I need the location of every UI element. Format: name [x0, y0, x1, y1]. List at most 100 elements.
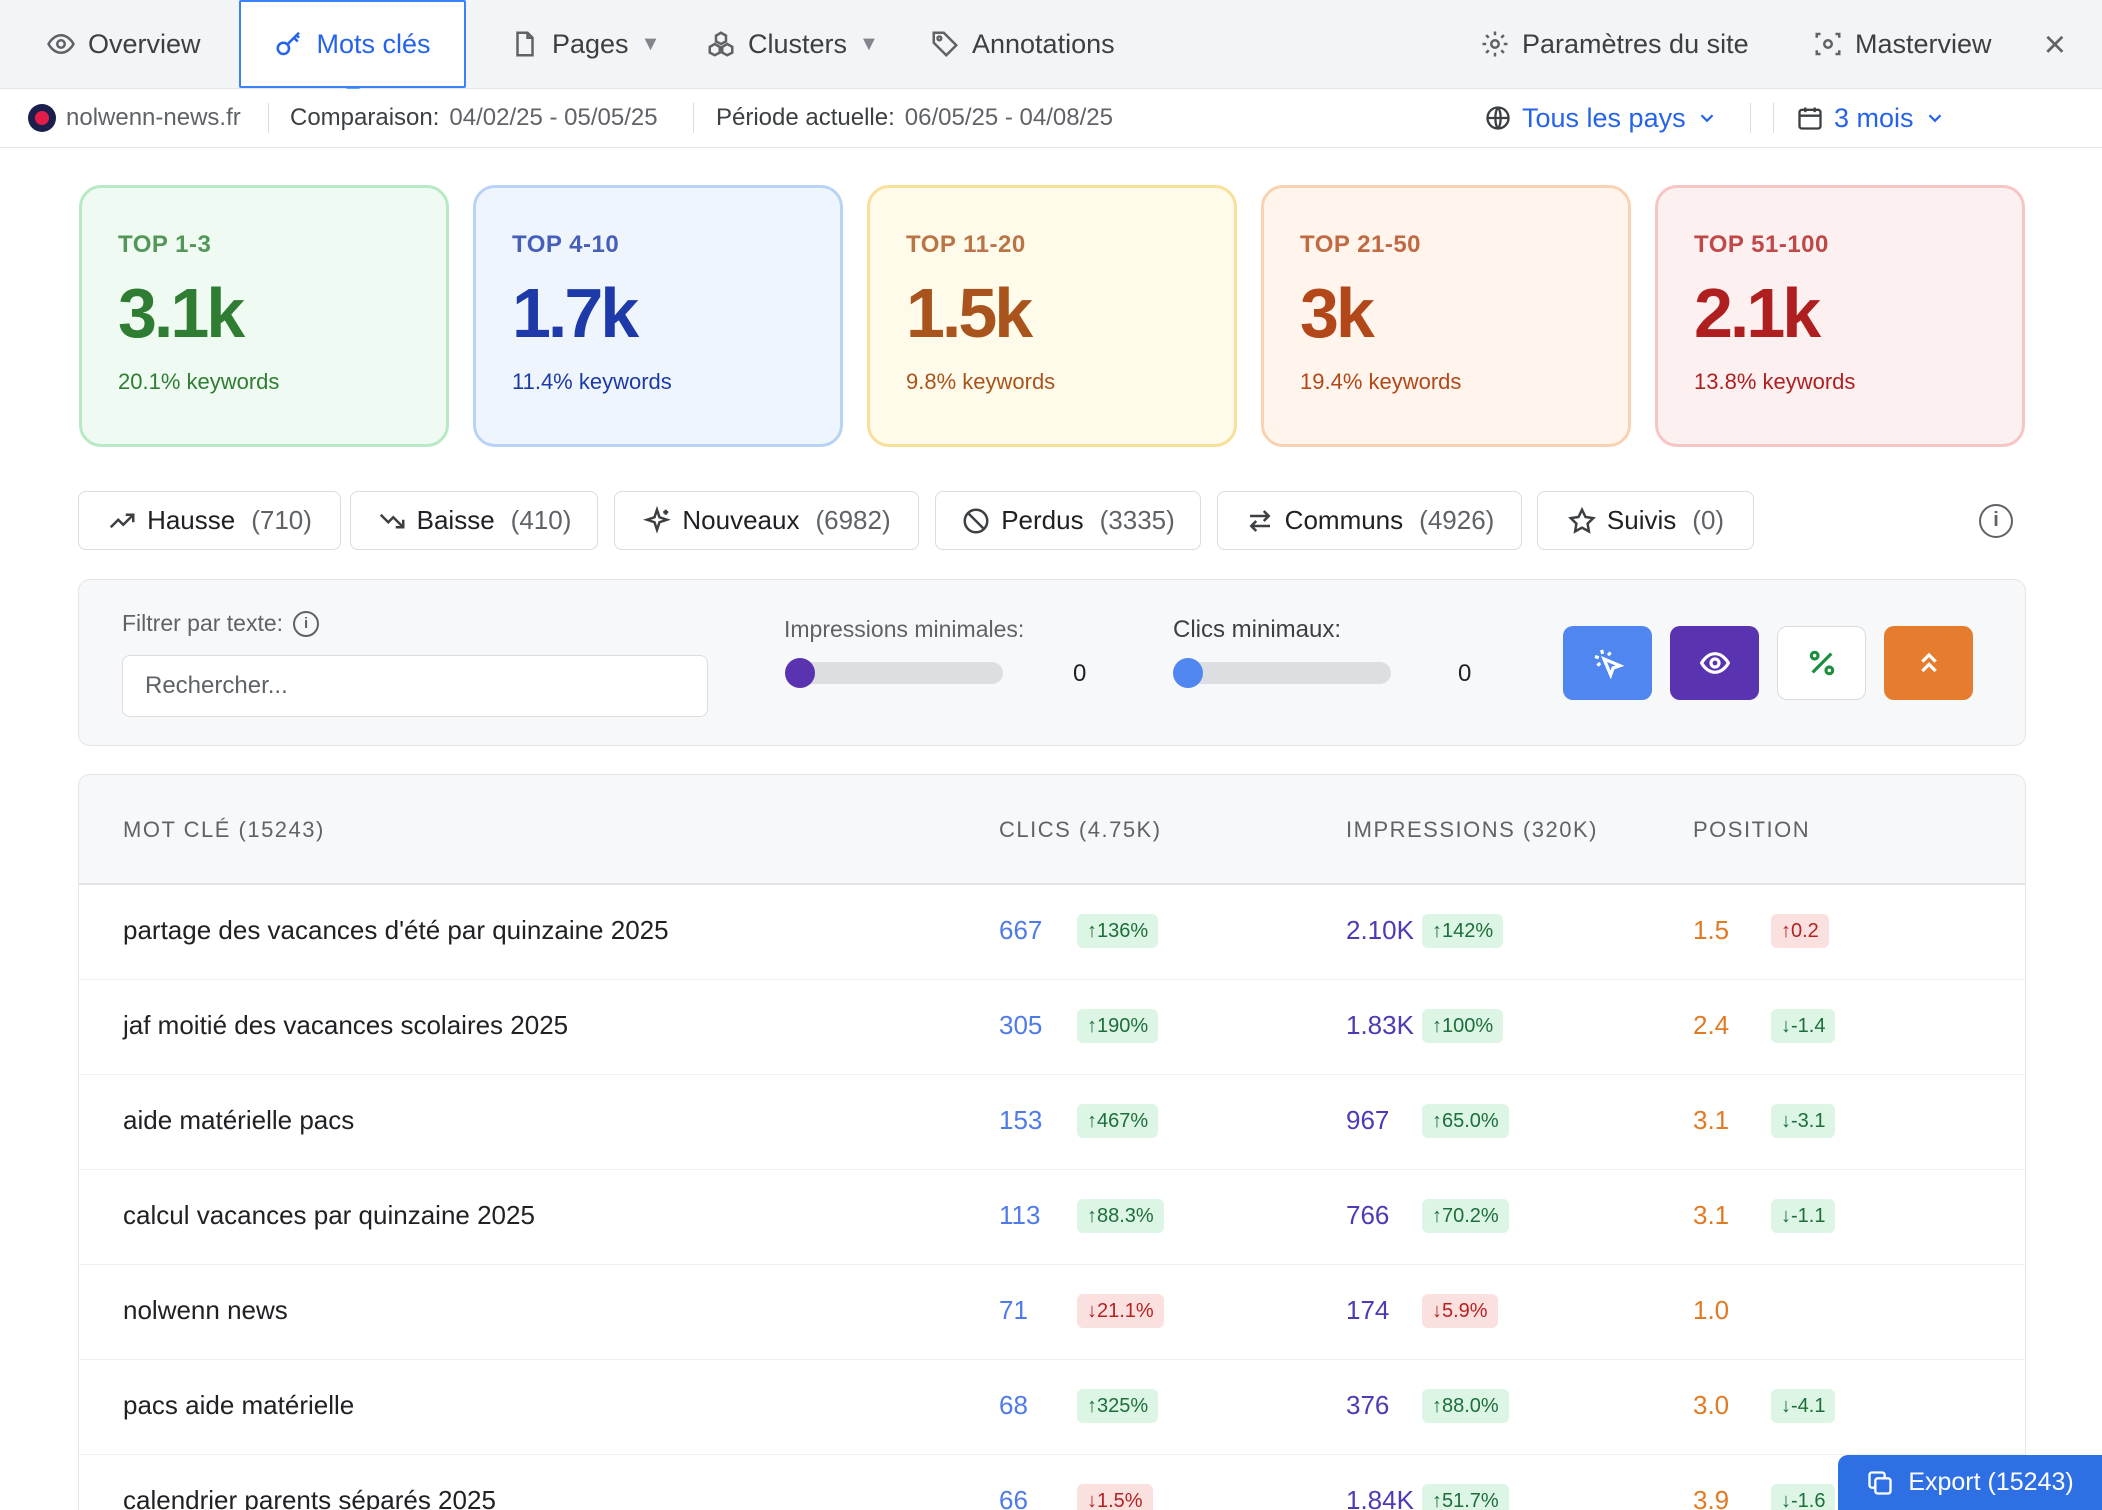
keyword-cell[interactable]: pacs aide matérielle: [123, 1390, 355, 1420]
site-selector[interactable]: nolwenn-news.fr: [28, 89, 241, 147]
table-row[interactable]: aide matérielle pacs 153 ↑467% 967 ↑65.0% 3.1…: [79, 1075, 2025, 1170]
table-row[interactable]: calendrier parents séparés 2025 66 ↓1.5% 1.…: [79, 1455, 2025, 1510]
card-top-21-50[interactable]: TOP 21-50 3k 19.4% keywords: [1261, 185, 1631, 447]
scan-eye-icon: [1815, 32, 1841, 56]
comparison-range: Comparaison: 04/02/25 - 05/05/25: [290, 89, 658, 147]
tab-annotations[interactable]: Annotations: [930, 0, 1115, 88]
filter-baisse[interactable]: Baisse (410): [350, 491, 598, 550]
info-icon[interactable]: i: [293, 610, 320, 637]
tab-clusters[interactable]: Clusters ▼: [706, 0, 879, 88]
impressions-delta-badge: ↓5.9%: [1422, 1294, 1498, 1328]
card-top-4-10[interactable]: TOP 4-10 1.7k 11.4% keywords: [473, 185, 843, 447]
masterview-button[interactable]: Masterview: [1813, 0, 1992, 88]
clicks-delta-badge: ↓21.1%: [1077, 1294, 1164, 1328]
card-label: TOP 21-50: [1300, 231, 1422, 258]
cluster-icon: [708, 31, 734, 57]
search-input[interactable]: [122, 655, 708, 717]
impressions-cell: 967: [1346, 1105, 1390, 1135]
keyword-cell[interactable]: aide matérielle pacs: [123, 1105, 355, 1135]
keyword-cell[interactable]: calendrier parents séparés 2025: [123, 1485, 496, 1510]
impressions-cell: 1.83K: [1346, 1010, 1414, 1040]
position-cell: 1.5: [1693, 915, 1730, 945]
divider: [1750, 103, 1751, 133]
filter-label: Nouveaux: [682, 505, 800, 535]
filter-count: (0): [1692, 505, 1725, 535]
clicks-slider[interactable]: [1173, 658, 1391, 688]
keyword-cell[interactable]: jaf moitié des vacances scolaires 2025: [123, 1010, 569, 1040]
card-value: 2.1k: [1694, 274, 1821, 352]
position-cell: 1.0: [1693, 1295, 1730, 1325]
tab-clusters-label: Clusters: [748, 28, 848, 59]
toggle-ctr-button[interactable]: [1777, 626, 1866, 700]
column-clicks[interactable]: CLICS (4.75K): [999, 817, 1162, 842]
current-period-dates: 06/05/25 - 04/08/25: [904, 104, 1113, 131]
table-row[interactable]: partage des vacances d'été par quinzaine…: [79, 885, 2025, 980]
column-position[interactable]: POSITION: [1693, 817, 1811, 842]
filter-count: (4926): [1419, 505, 1495, 535]
country-selector[interactable]: Tous les pays: [1484, 89, 1718, 147]
impressions-delta-badge: ↑65.0%: [1422, 1104, 1509, 1138]
text-filter-label: Filtrer par texte:: [122, 610, 284, 636]
keyword-cell[interactable]: calcul vacances par quinzaine 2025: [123, 1200, 535, 1230]
export-button[interactable]: Export (15243): [1838, 1455, 2102, 1510]
impressions-slider[interactable]: [785, 658, 1003, 688]
card-value: 1.5k: [906, 274, 1033, 352]
clicks-cell: 68: [999, 1390, 1028, 1420]
filter-communs[interactable]: Communs (4926): [1217, 491, 1522, 550]
impressions-delta-badge: ↑142%: [1422, 914, 1504, 948]
toggle-position-button[interactable]: [1884, 626, 1973, 700]
filter-nouveaux[interactable]: Nouveaux (6982): [614, 491, 919, 550]
impressions-slider-thumb[interactable]: [785, 658, 815, 688]
card-share: 19.4% keywords: [1300, 369, 1462, 394]
column-keyword[interactable]: MOT CLÉ (15243): [123, 817, 325, 842]
tab-annotations-label: Annotations: [972, 28, 1115, 59]
position-delta-badge: ↓-1.6: [1771, 1484, 1836, 1510]
cursor-click-icon: [1594, 649, 1624, 679]
calendar-icon: [1798, 107, 1822, 130]
keyword-cell[interactable]: nolwenn news: [123, 1295, 288, 1325]
sparkles-icon: [643, 505, 672, 534]
table-row[interactable]: jaf moitié des vacances scolaires 2025 30…: [79, 980, 2025, 1075]
close-icon[interactable]: ×: [2043, 24, 2066, 66]
table-row[interactable]: calcul vacances par quinzaine 2025 113 ↑88…: [79, 1170, 2025, 1265]
impressions-cell: 766: [1346, 1200, 1390, 1230]
tag-icon: [932, 31, 959, 58]
clicks-cell: 667: [999, 915, 1043, 945]
table-row[interactable]: pacs aide matérielle 68 ↑325% 376 ↑88.0% 3.0 ↓…: [79, 1360, 2025, 1455]
file-icon: [516, 31, 534, 57]
card-value: 3.1k: [118, 274, 245, 352]
toggle-clicks-button[interactable]: [1563, 626, 1652, 700]
card-top-51-100[interactable]: TOP 51-100 2.1k 13.8% keywords: [1655, 185, 2025, 447]
filter-count: (410): [510, 505, 572, 535]
toggle-impressions-button[interactable]: [1670, 626, 1759, 700]
card-share: 11.4% keywords: [512, 369, 672, 394]
card-top-1-3[interactable]: TOP 1-3 3.1k 20.1% keywords: [79, 185, 449, 447]
tab-keywords[interactable]: Mots clés: [239, 0, 466, 96]
chevron-down-icon: [1700, 114, 1713, 123]
filter-hausse[interactable]: Hausse (710): [78, 491, 341, 550]
column-impressions[interactable]: IMPRESSIONS (320K): [1346, 817, 1598, 842]
period-selector[interactable]: 3 mois: [1796, 89, 1946, 147]
comparison-dates: 04/02/25 - 05/05/25: [449, 104, 658, 131]
filter-suivis[interactable]: Suivis (0): [1537, 491, 1754, 550]
filter-count: (3335): [1099, 505, 1175, 535]
text-filter-label-row: Filtrer par texte: i: [122, 610, 320, 637]
tab-pages[interactable]: Pages ▼: [510, 0, 660, 88]
impressions-cell: 376: [1346, 1390, 1390, 1420]
info-icon[interactable]: i: [1979, 504, 2013, 538]
table-row[interactable]: nolwenn news 71 ↓21.1% 174 ↓5.9% 1.0: [79, 1265, 2025, 1360]
filter-perdus[interactable]: Perdus (3335): [935, 491, 1201, 550]
card-top-11-20[interactable]: TOP 11-20 1.5k 9.8% keywords: [867, 185, 1237, 447]
site-settings-button[interactable]: Paramètres du site: [1480, 0, 1749, 88]
position-delta-badge: ↓-1.1: [1771, 1199, 1836, 1233]
keyword-cell[interactable]: partage des vacances d'été par quinzaine…: [123, 915, 669, 945]
site-name: nolwenn-news.fr: [66, 104, 241, 131]
filter-panel: Filtrer par texte: i Impressions minimal…: [78, 579, 2026, 746]
arrows-swap-icon: [1249, 509, 1271, 532]
clicks-slider-thumb[interactable]: [1173, 658, 1203, 688]
clicks-cell: 305: [999, 1010, 1043, 1040]
impressions-cell: 2.10K: [1346, 915, 1414, 945]
tab-overview[interactable]: Overview: [46, 0, 201, 88]
gear-icon: [1482, 31, 1508, 57]
ban-icon: [963, 508, 989, 533]
